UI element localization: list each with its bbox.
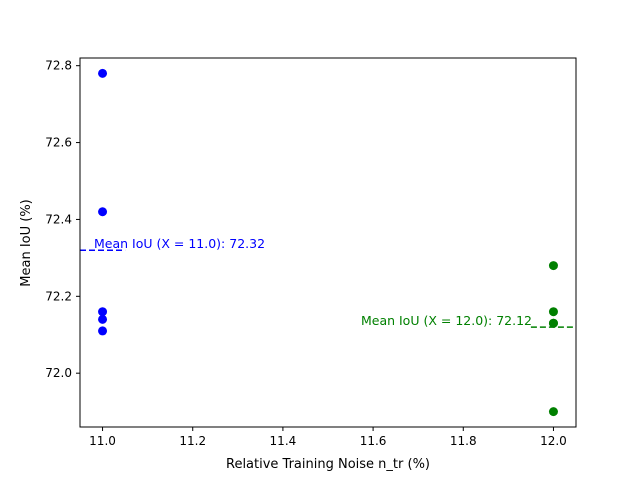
data-point: [98, 207, 108, 217]
x-tick-label: 11.4: [270, 434, 297, 448]
y-tick-label: 72.8: [45, 59, 72, 73]
data-point: [98, 326, 108, 336]
y-tick-label: 72.2: [45, 289, 72, 303]
data-point: [98, 307, 108, 317]
data-point: [548, 261, 558, 271]
y-tick-label: 72.4: [45, 212, 72, 226]
x-axis-label: Relative Training Noise n_tr (%): [226, 457, 430, 472]
data-point: [548, 407, 558, 417]
mean-annotation: Mean IoU (X = 11.0): 72.32: [94, 236, 265, 251]
y-tick-label: 72.6: [45, 136, 72, 150]
y-axis: 72.0 72.2 72.4 72.6 72.8: [45, 59, 80, 380]
plot-frame: [79, 57, 577, 428]
x-tick-label: 11.6: [360, 434, 387, 448]
x-tick-label: 12.0: [540, 434, 567, 448]
data-point: [548, 307, 558, 317]
x-tick-label: 11.0: [89, 434, 116, 448]
y-tick-label: 72.0: [45, 366, 72, 380]
data-point: [98, 314, 108, 324]
data-point: [548, 318, 558, 328]
x-tick-label: 11.8: [450, 434, 477, 448]
data-marks: Mean IoU (X = 11.0): 72.32 Mean IoU (X = …: [80, 68, 576, 417]
mean-annotation: Mean IoU (X = 12.0): 72.12: [361, 313, 532, 328]
data-point: [98, 68, 108, 78]
y-axis-label: Mean IoU (%): [19, 199, 34, 286]
x-tick-label: 11.2: [179, 434, 206, 448]
x-axis: 11.0 11.2 11.4 11.6 11.8 12.0: [89, 427, 567, 448]
